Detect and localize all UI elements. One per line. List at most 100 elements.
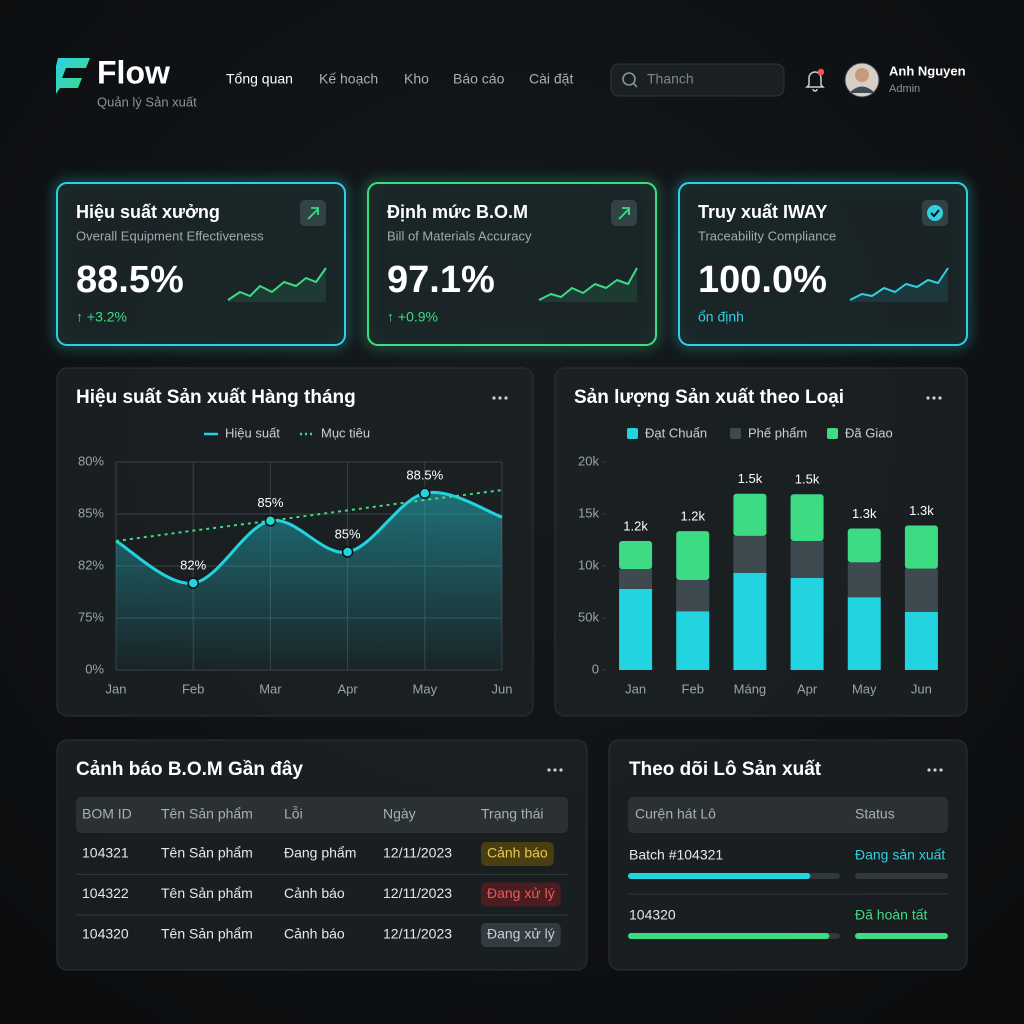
kpi-subtitle: Bill of Materials Accuracy [387, 228, 532, 243]
status-pill [481, 842, 554, 866]
notification-bell[interactable] [805, 68, 825, 92]
search-box[interactable]: Thanch [610, 63, 785, 97]
y-tick-label: 15k [578, 505, 599, 520]
bell-badge [817, 68, 825, 76]
bar-segment [619, 541, 653, 570]
kpi-change: ổn định [698, 309, 744, 325]
bar-segment [847, 562, 881, 598]
table-header-cell: Tên Sản phẩm [161, 806, 253, 822]
kpi-value: 97.1% [387, 259, 495, 301]
status-text: Đang xử lý [487, 926, 555, 942]
table-cell: Cảnh báo [284, 926, 345, 942]
menu-dot [933, 768, 937, 772]
nav-item[interactable]: Kho [404, 71, 429, 87]
series-area [116, 492, 502, 670]
kpi-title: Định mức B.O.M [387, 202, 528, 222]
avatar-body [849, 86, 875, 93]
y-tick-label: 80% [78, 453, 104, 468]
batch-header-cell: Curện hát Lô [635, 806, 716, 822]
data-label: 85% [257, 495, 283, 510]
bar-segment [790, 541, 824, 578]
table-cell: Tên Sản phẩm [161, 845, 253, 861]
logo-icon [56, 58, 90, 94]
bar-segment [847, 528, 881, 563]
nav-item[interactable]: Kế hoạch [319, 71, 378, 87]
total-label: 1.3k [852, 506, 877, 521]
kpi-sparkline [538, 267, 638, 301]
menu-dot [926, 396, 930, 400]
table-cell: 104320 [82, 926, 129, 942]
bar-segment [904, 611, 938, 670]
nav-item[interactable]: Tổng quan [226, 71, 293, 87]
menu-dot [939, 768, 943, 772]
kpi-sparkline [227, 267, 327, 301]
y-tick-label: 82% [78, 557, 104, 572]
total-label: 1.5k [738, 471, 763, 486]
x-tick-label: Apr [337, 681, 358, 696]
avatar[interactable] [844, 62, 880, 98]
total-label: 1.2k [623, 518, 648, 533]
kpi-check-icon [927, 205, 943, 221]
kpi-card [367, 182, 657, 346]
bar-segment [676, 531, 710, 581]
table-cell: Đang phẩm [284, 845, 356, 861]
table-header-cell: Lỗi [284, 806, 303, 822]
table-cell: 12/11/2023 [383, 845, 452, 861]
x-tick-label: Jun [492, 681, 513, 696]
table-cell: 104322 [82, 885, 129, 901]
more-menu[interactable] [547, 768, 563, 772]
bar-segment [904, 525, 938, 569]
kpi-card [678, 182, 968, 346]
more-menu[interactable] [492, 396, 508, 400]
logo-subtitle: Quản lý Sản xuất [97, 94, 197, 109]
data-label: 85% [335, 526, 361, 541]
table-header-bg [76, 797, 568, 833]
chart-title: Sản lượng Sản xuất theo Loại [574, 387, 844, 408]
nav-item[interactable]: Cài đặt [529, 71, 573, 87]
kpi-title: Truy xuất IWAY [698, 202, 827, 222]
kpi-check-mark [930, 209, 940, 218]
legend-label: Đạt Chuẩn [645, 425, 707, 440]
search-field[interactable] [610, 63, 785, 97]
legend-swatch [730, 428, 741, 439]
bar-segment [676, 611, 710, 670]
search-icon [622, 72, 636, 86]
x-tick-label: Mar [259, 681, 282, 696]
x-tick-label: Jan [106, 681, 127, 696]
nav-item[interactable]: Báo cáo [453, 71, 505, 87]
batch-name: 104320 [629, 907, 676, 923]
kpi-title: Hiệu suất xưởng [76, 202, 220, 222]
data-point [187, 577, 199, 589]
target-line [115, 489, 503, 543]
y-tick-label: 0% [85, 661, 104, 676]
y-tick-label: 10k [578, 557, 599, 572]
status-bar [855, 933, 948, 939]
bar-segment [790, 494, 824, 542]
legend-label: Mục tiêu [321, 425, 370, 440]
x-tick-label: Apr [797, 681, 818, 696]
legend-label: Đã Giao [845, 425, 893, 440]
legend-label: Phế phẩm [748, 425, 807, 440]
table-title: Cảnh báo B.O.M Gần đây [76, 759, 303, 780]
x-tick-label: Jun [911, 681, 932, 696]
table-header-cell: Ngày [383, 806, 416, 822]
table-cell: 104321 [82, 845, 129, 861]
table-header-cell: BOM ID [82, 806, 132, 822]
data-label: 88.5% [406, 468, 443, 483]
x-tick-label: May [852, 681, 877, 696]
data-label: 82% [180, 558, 206, 573]
table-cell: Tên Sản phẩm [161, 885, 253, 901]
kpi-sparkline [849, 267, 949, 301]
x-tick-label: Feb [182, 681, 204, 696]
table-header-cell: Trạng thái [481, 806, 544, 822]
kpi-trend-icon [307, 207, 319, 220]
avatar-head [855, 68, 869, 82]
kpi-sparkline-area [850, 268, 948, 302]
more-menu[interactable] [926, 396, 942, 400]
chart-title: Hiệu suất Sản xuất Hàng tháng [76, 387, 356, 408]
bar-segment [733, 535, 767, 573]
menu-dot [504, 396, 508, 400]
more-menu[interactable] [927, 768, 943, 772]
kpi-card [56, 182, 346, 346]
menu-dot [559, 768, 563, 772]
